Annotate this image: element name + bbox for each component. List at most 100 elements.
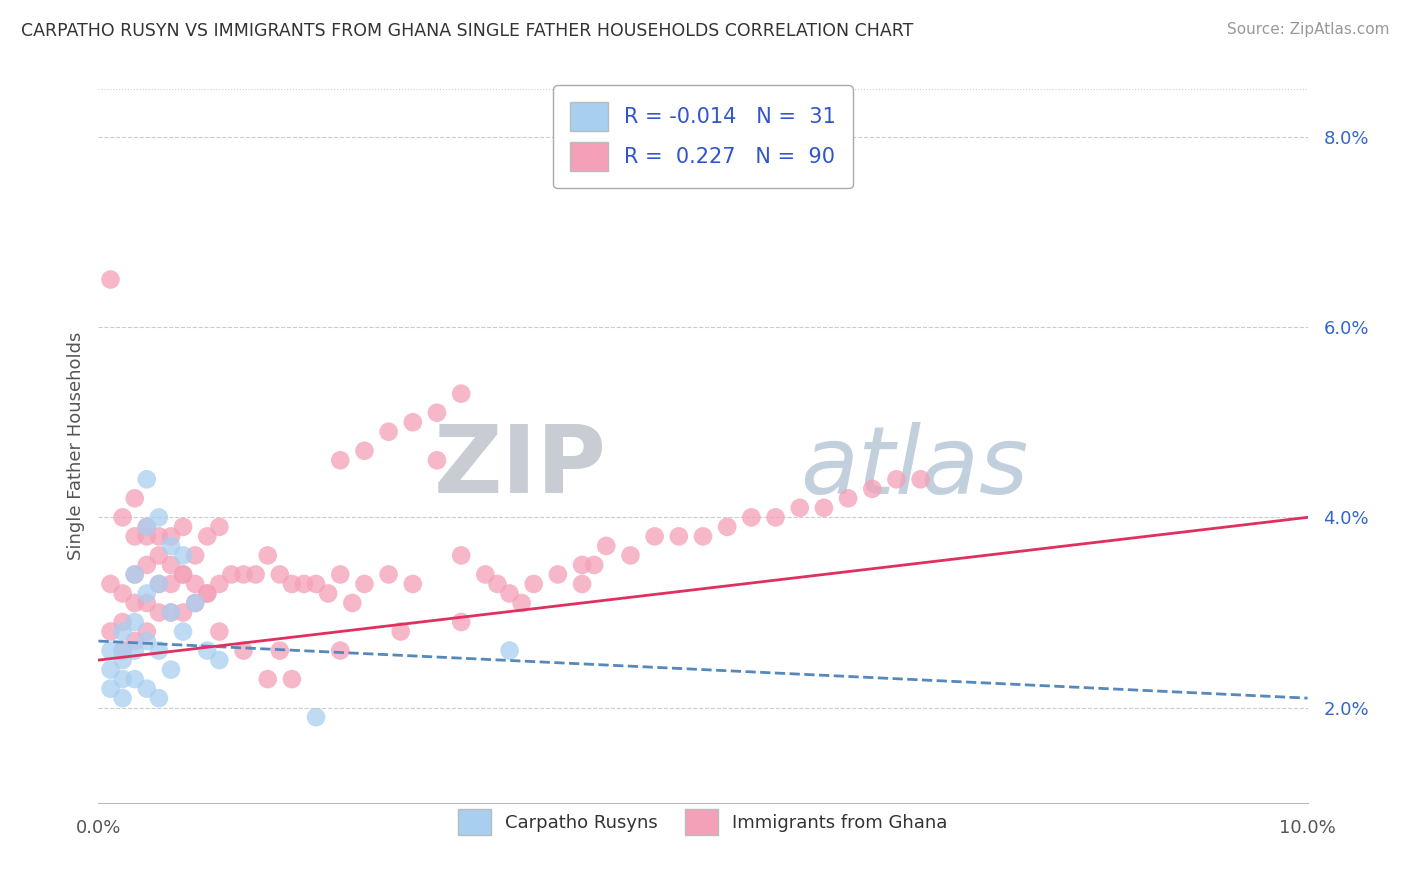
Point: [124, 491, 146, 506]
Point: [135, 586, 157, 600]
Point: [837, 491, 859, 506]
Point: [148, 510, 170, 524]
Point: [160, 606, 183, 620]
Point: [135, 634, 157, 648]
Text: Source: ZipAtlas.com: Source: ZipAtlas.com: [1226, 22, 1389, 37]
Point: [619, 549, 641, 563]
Point: [148, 691, 170, 706]
Point: [111, 643, 134, 657]
Point: [269, 643, 291, 657]
Point: [498, 586, 520, 600]
Point: [692, 529, 714, 543]
Point: [100, 643, 122, 657]
Point: [402, 415, 425, 429]
Point: [571, 577, 593, 591]
Point: [135, 472, 157, 486]
Point: [160, 577, 183, 591]
Text: atlas: atlas: [800, 422, 1028, 513]
Point: [208, 577, 231, 591]
Point: [100, 681, 122, 696]
Point: [377, 567, 399, 582]
Point: [342, 596, 364, 610]
Text: ZIP: ZIP: [433, 421, 606, 514]
Point: [148, 577, 170, 591]
Point: [292, 577, 315, 591]
Point: [184, 577, 207, 591]
Point: [148, 643, 170, 657]
Point: [100, 624, 122, 639]
Point: [124, 615, 146, 629]
Point: [510, 596, 533, 610]
Point: [232, 643, 254, 657]
Point: [172, 606, 194, 620]
Point: [813, 500, 835, 515]
Point: [111, 643, 134, 657]
Point: [498, 643, 520, 657]
Point: [426, 453, 449, 467]
Point: [329, 453, 352, 467]
Point: [305, 577, 328, 591]
Point: [195, 643, 218, 657]
Point: [474, 567, 496, 582]
Point: [195, 586, 218, 600]
Point: [172, 567, 194, 582]
Point: [184, 549, 207, 563]
Point: [172, 520, 194, 534]
Point: [100, 663, 122, 677]
Text: CARPATHO RUSYN VS IMMIGRANTS FROM GHANA SINGLE FATHER HOUSEHOLDS CORRELATION CHA: CARPATHO RUSYN VS IMMIGRANTS FROM GHANA …: [21, 22, 914, 40]
Point: [208, 520, 231, 534]
Point: [135, 558, 157, 572]
Point: [450, 386, 472, 401]
Point: [245, 567, 267, 582]
Point: [910, 472, 932, 486]
Point: [124, 567, 146, 582]
Point: [329, 567, 352, 582]
Point: [100, 272, 122, 286]
Point: [426, 406, 449, 420]
Point: [111, 653, 134, 667]
Point: [353, 443, 375, 458]
Point: [111, 615, 134, 629]
Point: [111, 624, 134, 639]
Point: [124, 634, 146, 648]
Point: [135, 520, 157, 534]
Point: [450, 549, 472, 563]
Point: [269, 567, 291, 582]
Point: [135, 681, 157, 696]
Point: [353, 577, 375, 591]
Point: [160, 529, 183, 543]
Point: [583, 558, 606, 572]
Point: [148, 577, 170, 591]
Point: [644, 529, 666, 543]
Point: [172, 549, 194, 563]
Point: [135, 624, 157, 639]
Point: [765, 510, 787, 524]
Point: [148, 529, 170, 543]
Point: [172, 624, 194, 639]
Point: [111, 510, 134, 524]
Point: [160, 606, 183, 620]
Point: [172, 567, 194, 582]
Point: [281, 672, 304, 686]
Point: [135, 529, 157, 543]
Point: [668, 529, 690, 543]
Point: [208, 624, 231, 639]
Point: [160, 539, 183, 553]
Point: [886, 472, 908, 486]
Point: [124, 596, 146, 610]
Point: [195, 586, 218, 600]
Point: [124, 643, 146, 657]
Point: [160, 663, 183, 677]
Point: [740, 510, 762, 524]
Point: [208, 653, 231, 667]
Point: [377, 425, 399, 439]
Point: [860, 482, 883, 496]
Y-axis label: Single Father Households: Single Father Households: [66, 332, 84, 560]
Point: [148, 549, 170, 563]
Point: [281, 577, 304, 591]
Point: [111, 691, 134, 706]
Point: [486, 577, 509, 591]
Point: [789, 500, 811, 515]
Point: [160, 558, 183, 572]
Point: [547, 567, 569, 582]
